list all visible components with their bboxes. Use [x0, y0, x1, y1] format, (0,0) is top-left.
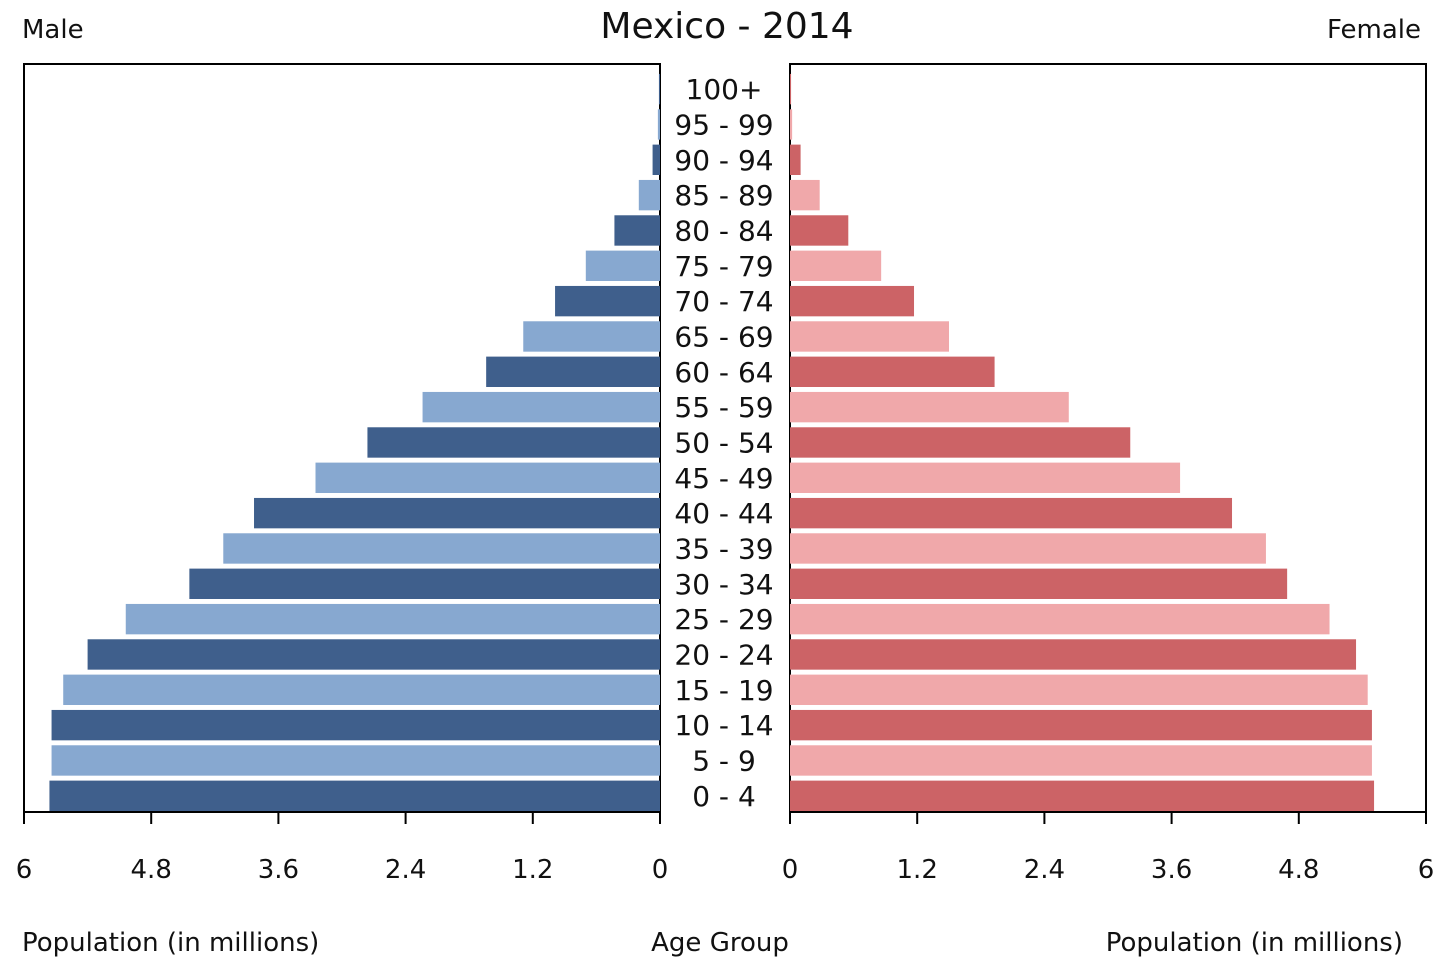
female-bar-75-79	[790, 250, 882, 281]
axis-tick-label: 6	[1418, 855, 1435, 885]
male-bar-45-49	[315, 462, 660, 493]
male-bar-80-84	[614, 215, 660, 246]
female-bar-80-84	[790, 215, 849, 246]
male-bar-85-89	[638, 179, 660, 211]
male-label: Male	[22, 15, 84, 45]
axis-tick-label: 0	[782, 855, 799, 885]
male-bar-75-79	[585, 250, 660, 281]
male-bar-40-44	[254, 497, 660, 529]
age-group-label: 0 - 4	[692, 780, 756, 813]
age-group-label: 35 - 39	[674, 532, 773, 565]
male-bar-65-69	[523, 321, 660, 352]
female-bar-0-4	[790, 780, 1375, 811]
female-bar-15-19	[790, 674, 1368, 705]
axis-tick-label: 4.8	[131, 855, 172, 885]
female-bar-30-34	[790, 568, 1288, 599]
male-bar-60-64	[486, 356, 660, 387]
age-group-label: 10 - 14	[674, 709, 773, 742]
male-bar-0-4	[49, 780, 660, 811]
age-group-label: 30 - 34	[674, 568, 773, 601]
age-group-label: 75 - 79	[674, 250, 773, 283]
male-bar-25-29	[125, 603, 660, 635]
male-bar-15-19	[63, 674, 661, 705]
age-group-label: 40 - 44	[674, 497, 773, 530]
male-bar-30-34	[189, 568, 661, 599]
female-bar-65-69	[790, 321, 949, 352]
female-bar-25-29	[790, 603, 1330, 635]
female-bar-40-44	[790, 497, 1233, 529]
male-bar-50-54	[367, 427, 660, 458]
male-bar-90-94	[652, 144, 660, 175]
age-group-label: 90 - 94	[674, 144, 773, 177]
female-bars	[790, 73, 1375, 811]
center-axis-label: Age Group	[651, 928, 789, 958]
male-bar-55-59	[422, 391, 660, 423]
male-bars	[49, 73, 661, 811]
male-bar-95-99	[657, 109, 660, 140]
female-bar-70-74	[790, 285, 915, 317]
axis-tick-label: 1.2	[897, 855, 938, 885]
chart-title: Mexico - 2014	[600, 6, 853, 47]
age-group-label: 85 - 89	[674, 179, 773, 212]
axis-tick-label: 3.6	[258, 855, 299, 885]
right-axis-ticks: 0 1.2 2.4 3.6 4.8 6	[782, 812, 1435, 885]
female-bar-20-24	[790, 639, 1357, 670]
axis-tick-label: 1.2	[512, 855, 553, 885]
male-bar-20-24	[87, 639, 661, 670]
age-group-label: 70 - 74	[674, 285, 773, 318]
age-group-label: 20 - 24	[674, 638, 773, 671]
age-group-label: 55 - 59	[674, 391, 773, 424]
axis-tick-label: 0	[652, 855, 669, 885]
female-bar-60-64	[790, 356, 995, 387]
age-group-label: 25 - 29	[674, 603, 773, 636]
age-group-label: 5 - 9	[692, 744, 756, 777]
male-bar-10-14	[51, 709, 661, 741]
female-bar-5-9	[790, 745, 1372, 776]
age-group-label: 60 - 64	[674, 356, 773, 389]
axis-tick-label: 6	[16, 855, 33, 885]
female-bar-90-94	[790, 144, 801, 175]
age-group-label: 15 - 19	[674, 674, 773, 707]
left-axis-label: Population (in millions)	[22, 928, 319, 958]
axis-tick-label: 3.6	[1151, 855, 1192, 885]
axis-tick-label: 2.4	[1024, 855, 1065, 885]
female-bar-95-99	[790, 109, 793, 140]
left-axis-ticks: 6 4.8 3.6 2.4 1.2 0	[16, 812, 669, 885]
age-group-label: 50 - 54	[674, 426, 773, 459]
male-bar-70-74	[555, 285, 660, 317]
male-bar-35-39	[223, 533, 660, 564]
male-bar-5-9	[51, 745, 661, 776]
female-bar-35-39	[790, 533, 1266, 564]
age-group-label: 65 - 69	[674, 320, 773, 353]
male-bar-100+	[658, 73, 660, 105]
age-group-label: 95 - 99	[674, 108, 773, 141]
age-group-label: 45 - 49	[674, 462, 773, 495]
female-bar-50-54	[790, 427, 1131, 458]
female-bar-100+	[790, 73, 792, 105]
female-bar-45-49	[790, 462, 1181, 493]
age-group-label: 80 - 84	[674, 214, 773, 247]
axis-tick-label: 2.4	[385, 855, 426, 885]
female-bar-55-59	[790, 391, 1069, 423]
female-label: Female	[1327, 15, 1421, 45]
female-bar-85-89	[790, 179, 820, 211]
female-bar-10-14	[790, 709, 1372, 741]
age-group-label: 100+	[686, 73, 763, 106]
axis-tick-label: 4.8	[1278, 855, 1319, 885]
right-axis-label: Population (in millions)	[1106, 928, 1403, 958]
